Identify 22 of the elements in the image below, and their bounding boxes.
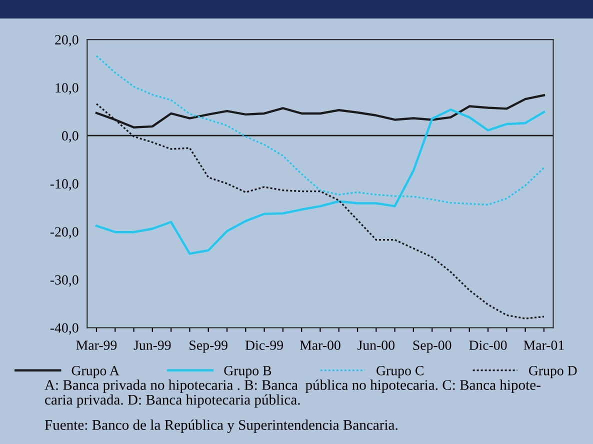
y-tick-label: -40,0 — [50, 323, 78, 335]
legend-label: Grupo B — [224, 366, 272, 378]
y-tick-label: -10,0 — [50, 179, 78, 191]
y-tick-label: 20,0 — [55, 35, 78, 46]
y-tick-label: 0,0 — [62, 131, 78, 143]
y-tick-label: -20,0 — [50, 227, 78, 239]
x-tick-label: Jun-99 — [134, 340, 171, 350]
legend-label: Grupo C — [376, 366, 424, 378]
x-tick-label: Dic-00 — [469, 340, 507, 350]
text: A: Banca privada no hipotecaria . B: Banca pública no hipotecaria. C: Banca hipote- caria privada. D: Banca hipotecaria pública. — [44, 380, 540, 408]
x-tick-label: Mar-01 — [524, 340, 564, 350]
x-tick-label: Mar-99 — [76, 340, 117, 350]
legend-label: Grupo A — [72, 366, 120, 378]
x-tick-label: Mar-00 — [300, 340, 340, 350]
x-tick-label: Sep-99 — [190, 340, 228, 353]
x-tick-label: Sep-00 — [413, 340, 452, 353]
x-tick-label: Jun-00 — [358, 340, 395, 350]
legend-label: Grupo D — [528, 366, 577, 378]
y-tick-label: 10,0 — [56, 83, 78, 94]
source-note: Fuente: Banco de la República y Superintendencia Bancaria. — [44, 420, 398, 433]
x-tick-label: Dic-99 — [245, 340, 284, 350]
y-tick-label: -30,0 — [50, 275, 78, 287]
